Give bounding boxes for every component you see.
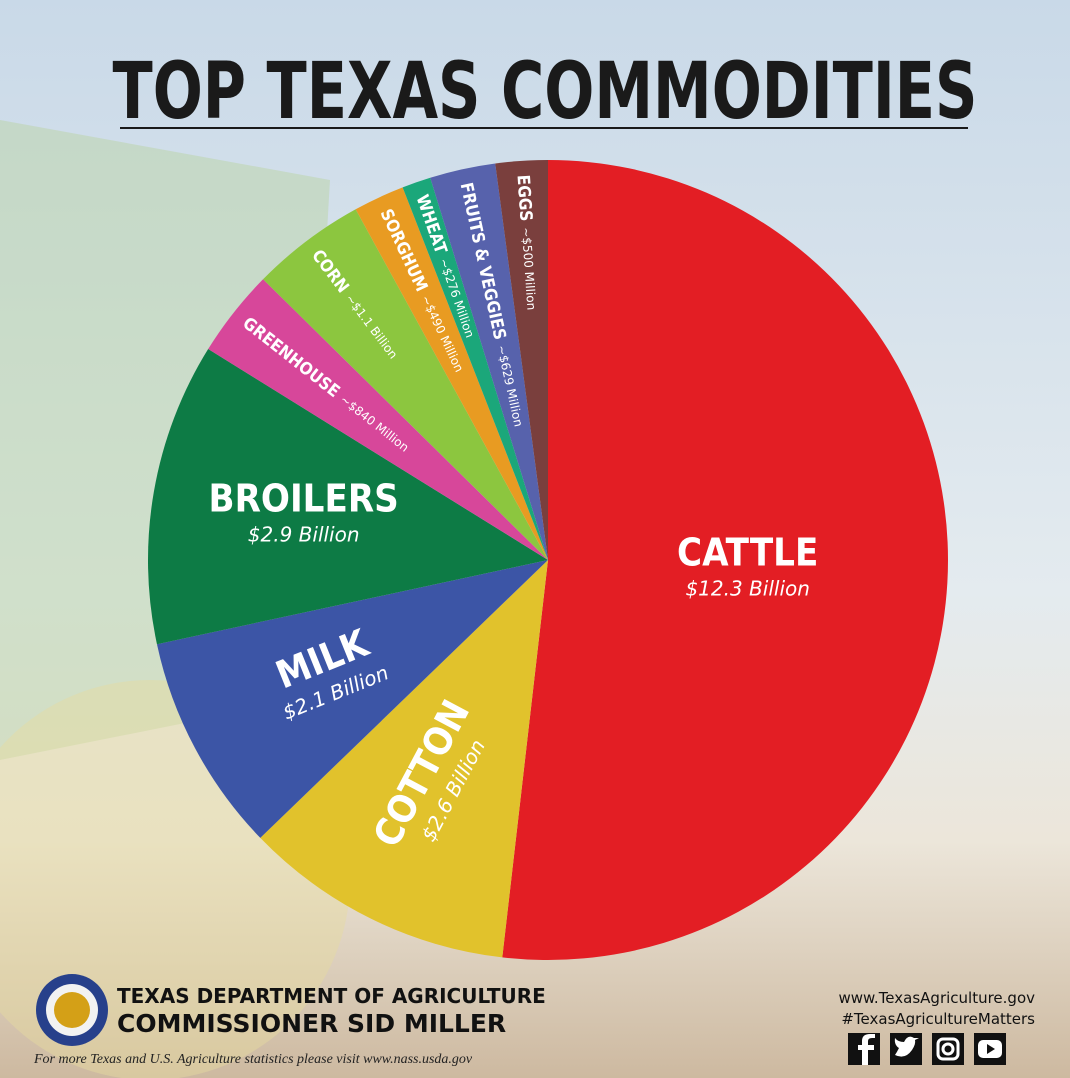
slice-label: EGGS ~$500 Million (512, 174, 541, 311)
website: www.TexasAgriculture.gov (839, 989, 1036, 1007)
commissioner: COMMISSIONER SID MILLER (117, 1009, 506, 1038)
pie-slice (148, 349, 548, 645)
pie-slice (495, 160, 548, 560)
seal (36, 974, 108, 1046)
category-label: EGGS (512, 174, 535, 222)
chart-title: TOP TEXAS COMMODITIES (113, 47, 978, 137)
pie-slice (502, 160, 949, 960)
pie-slice (263, 209, 548, 560)
value-label: ~$500 Million (519, 227, 538, 311)
pie-slice (208, 279, 549, 560)
value-label: $12.3 Billion (685, 576, 809, 600)
pie-slice (402, 177, 548, 561)
footer-note: For more Texas and U.S. Agriculture stat… (33, 1052, 473, 1067)
slice-label: CATTLE$12.3 Billion (677, 530, 818, 600)
social-icons (848, 1033, 1006, 1065)
category-label: CATTLE (677, 530, 818, 574)
organization: TEXAS DEPARTMENT OF AGRICULTURE (117, 984, 546, 1008)
pie-slice (156, 560, 548, 838)
hashtag: #TexasAgricultureMatters (841, 1010, 1035, 1028)
pie-slice (355, 187, 548, 560)
pie-slice (430, 163, 548, 560)
category-label: BROILERS (209, 477, 399, 521)
slice-label: BROILERS$2.9 Billion (209, 477, 399, 547)
pie-slice (260, 560, 548, 958)
value-label: $2.9 Billion (248, 523, 360, 547)
